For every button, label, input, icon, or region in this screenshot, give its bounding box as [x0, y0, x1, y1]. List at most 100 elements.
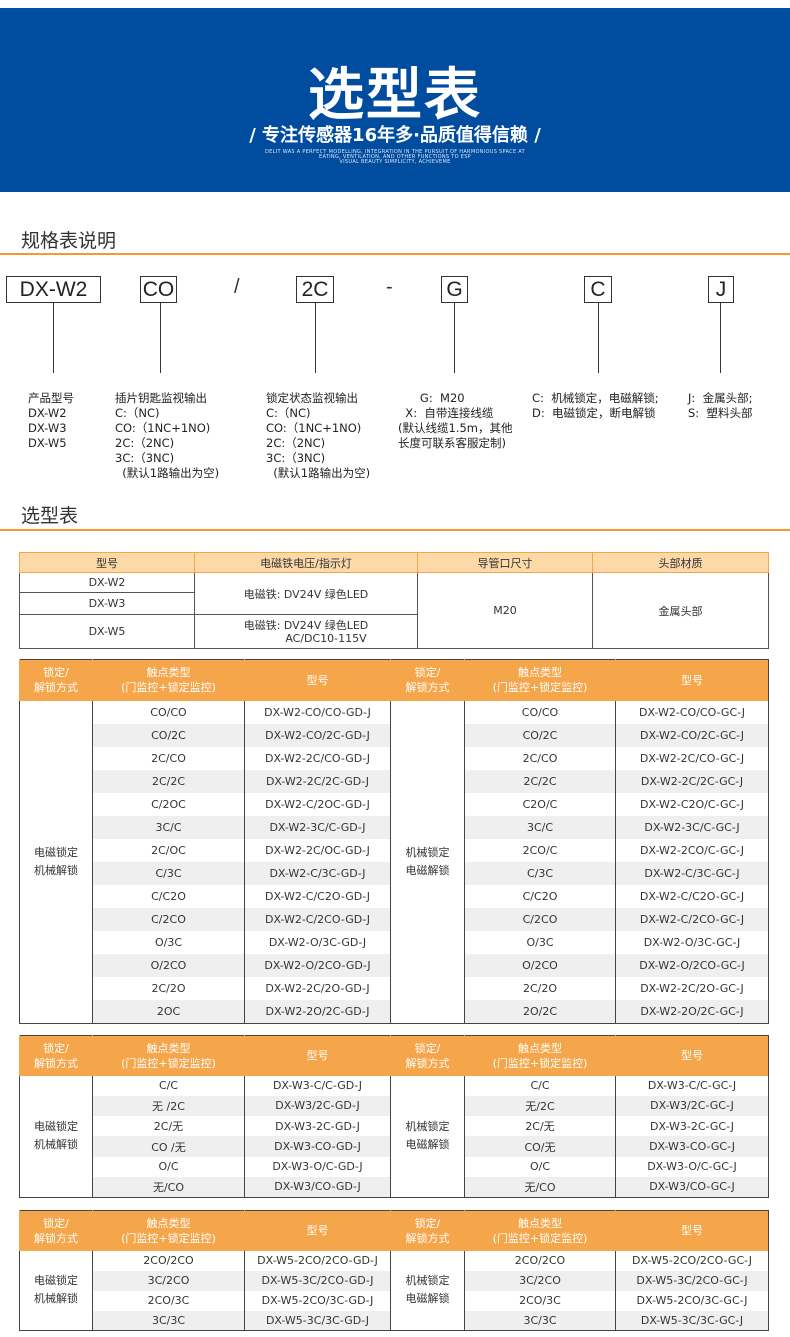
table-row: O/3C DX-W2-O/3C-GD-J O/3C DX-W2-O/3C-GC-J [20, 931, 769, 955]
contact-type-cell: O/3C [92, 931, 245, 955]
contact-type-cell: C/3C [92, 861, 245, 885]
header-cell: 触点类型 (门监控+锁定监控) [92, 659, 245, 701]
header-cell: 锁定/ 解锁方式 [19, 1210, 93, 1251]
contact-type-cell: C/2CO [92, 908, 245, 932]
header-cell: 锁定/ 解锁方式 [390, 1210, 465, 1251]
header-cell: 锁定/ 解锁方式 [19, 1035, 93, 1076]
model-number-cell: DX-W5-3C/3C-GC-J [615, 1310, 769, 1331]
model-number-cell: DX-W3/CO-GC-J [615, 1176, 769, 1198]
model-number-cell: DX-W3-2C-GC-J [615, 1116, 769, 1137]
model-number-cell: DX-W3/2C-GC-J [615, 1095, 769, 1117]
model-number-cell: DX-W5-2CO/3C-GD-J [244, 1290, 391, 1311]
connector-line [160, 303, 161, 373]
contact-type-cell: 无/2C [464, 1095, 616, 1117]
section-title-spec: 规格表说明 [21, 230, 117, 252]
table-row: O/2CO DX-W2-O/2CO-GD-J O/2CO DX-W2-O/2CO-GC… [20, 954, 769, 978]
table-row: 3C/2CO DX-W5-3C/2CO-GD-J 3C/2CO DX-W5-3C/2C… [20, 1270, 769, 1291]
table-row: C/2OC DX-W2-C/2OC-GD-J C2O/C DX-W2-C2O/C-GC… [20, 792, 769, 816]
code-box-lock-output: 2C [296, 276, 334, 303]
model-number-cell: DX-W3/CO-GD-J [244, 1176, 391, 1198]
table-row: C/C2O DX-W2-C/C2O-GD-J C/C2O DX-W2-C/C2O-GC… [20, 885, 769, 909]
table-row: 2C/2O DX-W2-2C/2O-GD-J 2C/2O DX-W2-2C/2O-GC… [20, 977, 769, 1001]
contact-type-cell: O/C [464, 1156, 616, 1177]
voltage-cell: 电磁铁: DV24V 绿色LED AC/DC10-115V [194, 614, 418, 649]
code-box-conduit: G [441, 276, 468, 303]
contact-type-cell: 2C/OC [92, 838, 245, 862]
header-cell: 导管口尺寸 [417, 552, 593, 573]
contact-type-cell: C/C2O [92, 885, 245, 909]
model-number-cell: DX-W5-3C/2CO-GC-J [615, 1270, 769, 1291]
contact-type-cell: 2CO/3C [464, 1290, 616, 1311]
table-row: 2C/2C DX-W2-2C/2C-GD-J 2C/2C DX-W2-2C/2C-GC… [20, 769, 769, 793]
model-number-cell: DX-W2-2C/OC-GD-J [244, 838, 391, 862]
desc-lock-type: C: 机械锁定，电磁解锁; D: 电磁锁定，断电解锁 [532, 391, 659, 420]
contact-type-cell: 3C/3C [464, 1310, 616, 1331]
contact-type-cell: 2C/无 [464, 1116, 616, 1137]
model-number-cell: DX-W2-2C/CO-GD-J [244, 746, 391, 770]
model-number-cell: DX-W5-3C/2CO-GD-J [244, 1270, 391, 1291]
header-cell: 型号 [615, 1210, 769, 1251]
model-number-cell: DX-W2-2C/CO-GC-J [615, 746, 769, 770]
contact-type-cell: C/C [92, 1075, 245, 1096]
contact-type-cell: 无 /2C [92, 1095, 245, 1117]
model-cell: DX-W2 [19, 572, 195, 593]
header-cell: 电磁铁电压/指示灯 [194, 552, 418, 573]
spec-table: 型号 电磁铁电压/指示灯 导管口尺寸 头部材质 DX-W2 电磁铁: DV24V… [19, 552, 769, 649]
model-number-cell: DX-W2-C/3C-GD-J [244, 861, 391, 885]
table-row: 3C/C DX-W2-3C/C-GD-J 3C/C DX-W2-3C/C-GC-J [20, 815, 769, 839]
voltage-cell: 电磁铁: DV24V 绿色LED [194, 572, 418, 615]
lock-mode-cell: 机械锁定 电磁解锁 [390, 700, 465, 1024]
contact-type-cell: O/2CO [92, 954, 245, 978]
contact-type-cell: CO/2C [464, 723, 616, 747]
contact-type-cell: 2C/2C [464, 769, 616, 793]
header-cell: 触点类型 (门监控+锁定监控) [464, 659, 616, 701]
code-box-lock-type: C [584, 276, 612, 303]
banner-title: 选型表 [308, 63, 482, 128]
model-number-cell: DX-W2-C/C2O-GC-J [615, 885, 769, 909]
contact-type-cell: CO/无 [464, 1136, 616, 1157]
model-number-cell: DX-W2-C/3C-GC-J [615, 861, 769, 885]
contact-type-cell: 2CO/2CO [464, 1250, 616, 1271]
contact-type-cell: 2C/2C [92, 769, 245, 793]
contact-type-cell: 无/CO [92, 1176, 245, 1198]
desc-model: 产品型号 DX-W2 DX-W3 DX-W5 [28, 391, 74, 450]
contact-type-cell: CO /无 [92, 1136, 245, 1157]
head-cell: 金属头部 [592, 572, 769, 649]
header-cell: 触点类型 (门监控+锁定监控) [464, 1035, 616, 1076]
banner: 选型表 / 专注传感器16年多·品质值得信赖 / DELIT WAS A PER… [0, 8, 790, 192]
contact-type-cell: 2C/CO [464, 746, 616, 770]
model-number-cell: DX-W2-3C/C-GC-J [615, 815, 769, 839]
table-row: 无/CO DX-W3/CO-GD-J 无/CO DX-W3/CO-GC-J [20, 1176, 769, 1198]
header-cell: 锁定/ 解锁方式 [19, 659, 93, 701]
model-number-cell: DX-W2-3C/C-GD-J [244, 815, 391, 839]
lock-mode-cell: 电磁锁定 机械解锁 [19, 1075, 93, 1198]
connector-line [454, 303, 455, 373]
model-number-cell: DX-W2-C/2CO-GC-J [615, 908, 769, 932]
model-number-cell: DX-W2-O/2CO-GD-J [244, 954, 391, 978]
model-number-cell: DX-W3-2C-GD-J [244, 1116, 391, 1137]
code-box-head: J [708, 276, 734, 303]
table-row: 电磁锁定 机械解锁 C/C DX-W3-C/C-GD-J 机械锁定 电磁解锁 C/C DX… [19, 1075, 769, 1198]
model-cell: DX-W3 [19, 592, 195, 615]
model-cell: DX-W5 [19, 614, 195, 649]
connector-line [720, 303, 721, 373]
connector-line [598, 303, 599, 373]
model-number-cell: DX-W3-C/C-GD-J [244, 1075, 391, 1096]
table-row: CO/2C DX-W2-CO/2C-GD-J CO/2C DX-W2-CO/2C-GC… [20, 723, 769, 747]
lock-mode-cell: 电磁锁定 机械解锁 [19, 700, 93, 1024]
contact-type-cell: 2O/2C [464, 1000, 616, 1024]
lock-mode-cell: 电磁锁定 机械解锁 [19, 1250, 93, 1331]
model-number-cell: DX-W5-2CO/2CO-GC-J [615, 1250, 769, 1271]
code-separator: - [386, 276, 393, 298]
header-cell: 型号 [244, 659, 391, 701]
header-cell: 型号 [615, 659, 769, 701]
divider [0, 529, 790, 531]
contact-type-cell: CO/2C [92, 723, 245, 747]
table-row: O/C DX-W3-O/C-GD-J O/C DX-W3-O/C-GC-J [20, 1156, 769, 1177]
model-number-cell: DX-W3/2C-GD-J [244, 1095, 391, 1117]
header-cell: 型号 [19, 552, 195, 573]
table-row: 2CO/3C DX-W5-2CO/3C-GD-J 2CO/3C DX-W5-2CO/3… [20, 1290, 769, 1311]
model-number-cell: DX-W2-CO/CO-GD-J [244, 700, 391, 724]
header-cell: 型号 [244, 1210, 391, 1251]
contact-type-cell: CO/CO [92, 700, 245, 724]
